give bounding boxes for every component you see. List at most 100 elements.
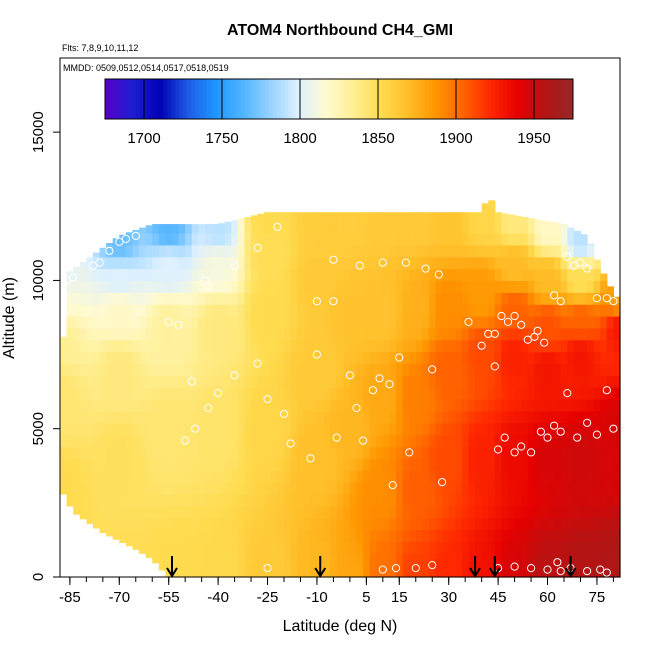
heatmap-cell xyxy=(448,541,456,554)
heatmap-cell xyxy=(521,232,529,246)
heatmap-cell xyxy=(442,505,450,519)
heatmap-cell xyxy=(455,304,463,317)
heatmap-cell xyxy=(330,541,338,554)
heatmap-cell xyxy=(481,256,489,270)
observation-point xyxy=(329,297,338,306)
heatmap-cell xyxy=(613,316,621,329)
observation-point xyxy=(540,338,549,347)
heatmap-cell xyxy=(587,292,595,305)
heatmap-cell xyxy=(356,387,364,400)
colorbar-segment xyxy=(307,79,313,119)
heatmap-cell xyxy=(198,280,206,293)
heatmap-cell xyxy=(527,375,535,388)
heatmap-cell xyxy=(132,482,140,495)
heatmap-cell xyxy=(488,292,496,305)
heatmap-cell xyxy=(402,410,410,424)
heatmap-cell xyxy=(527,410,535,424)
heatmap-cell xyxy=(382,280,391,293)
heatmap-cell xyxy=(145,351,153,365)
heatmap-cell xyxy=(132,505,140,519)
heatmap-cell xyxy=(106,280,114,293)
heatmap-cell xyxy=(534,399,542,412)
observation-point xyxy=(69,273,78,282)
colorbar-segment xyxy=(374,79,379,119)
heatmap-cell xyxy=(330,268,338,282)
heatmap-cell xyxy=(389,256,397,270)
heatmap-cell xyxy=(204,268,213,282)
heatmap-cell xyxy=(343,316,351,329)
heatmap-cell xyxy=(158,224,167,234)
heatmap-cell xyxy=(494,292,503,305)
heatmap-cell xyxy=(481,316,489,329)
heatmap-cell xyxy=(165,410,173,424)
heatmap-cell xyxy=(257,316,265,329)
heatmap-cell xyxy=(349,292,358,305)
colorbar-segment xyxy=(491,79,496,119)
heatmap-cell xyxy=(270,529,279,543)
heatmap-cell xyxy=(415,375,423,388)
heatmap-cell xyxy=(547,375,555,388)
colorbar-tick-label: 1950 xyxy=(517,130,550,147)
heatmap-cell xyxy=(257,387,265,400)
heatmap-cell xyxy=(475,493,483,507)
heatmap-cell xyxy=(481,410,489,424)
heatmap-cell xyxy=(277,387,285,400)
heatmap-cell xyxy=(593,529,601,543)
heatmap-cell xyxy=(442,470,450,483)
heatmap-cell xyxy=(560,339,568,353)
heatmap-cell xyxy=(461,422,470,436)
heatmap-cell xyxy=(501,529,509,543)
heatmap-cell xyxy=(218,327,226,341)
heatmap-cell xyxy=(428,327,437,341)
heatmap-cell xyxy=(211,387,219,400)
heatmap-cell xyxy=(303,244,311,258)
heatmap-cell xyxy=(613,363,621,376)
heatmap-cell xyxy=(428,292,437,305)
heatmap-cell xyxy=(112,517,120,531)
heatmap-cell xyxy=(125,529,134,543)
heatmap-cell xyxy=(435,553,443,566)
heatmap-cell xyxy=(389,221,397,234)
heatmap-cell xyxy=(178,316,186,329)
heatmap-cell xyxy=(86,493,94,507)
heatmap-cell xyxy=(554,434,562,448)
heatmap-cell xyxy=(567,244,575,258)
observation-point xyxy=(510,562,519,571)
observation-point xyxy=(573,433,582,442)
heatmap-cell xyxy=(270,363,279,376)
heatmap-cell xyxy=(60,351,68,365)
colorbar-segment xyxy=(436,79,441,119)
heatmap-cell xyxy=(158,339,167,353)
heatmap-cell xyxy=(119,268,127,282)
heatmap-cell xyxy=(330,458,338,471)
heatmap-cell xyxy=(475,505,483,519)
heatmap-cell xyxy=(349,458,358,471)
heatmap-cell xyxy=(356,304,364,317)
observation-point xyxy=(181,436,190,445)
heatmap-cell xyxy=(382,316,391,329)
heatmap-cell xyxy=(514,304,522,317)
heatmap-cell xyxy=(237,375,246,388)
heatmap-cell xyxy=(435,410,443,424)
heatmap-cell xyxy=(573,244,582,258)
heatmap-cell xyxy=(152,422,160,436)
heatmap-cell xyxy=(527,517,535,531)
heatmap-cell xyxy=(165,292,173,305)
heatmap-cell xyxy=(198,327,206,341)
heatmap-cell xyxy=(178,387,186,400)
heatmap-cell xyxy=(540,327,549,341)
heatmap-cell xyxy=(79,387,87,400)
heatmap-cell xyxy=(587,458,595,471)
heatmap-cell xyxy=(461,351,470,365)
heatmap-cell xyxy=(99,247,107,258)
heatmap-cell xyxy=(376,292,384,305)
heatmap-cell xyxy=(310,553,318,566)
heatmap-cell xyxy=(79,458,87,471)
colorbar-segment xyxy=(370,79,375,119)
heatmap-cell xyxy=(481,434,489,448)
heatmap-cell xyxy=(224,410,232,424)
colorbar-segment xyxy=(381,79,387,119)
heatmap-cell xyxy=(251,541,259,554)
heatmap-cell xyxy=(284,221,292,234)
heatmap-cell xyxy=(475,339,483,353)
